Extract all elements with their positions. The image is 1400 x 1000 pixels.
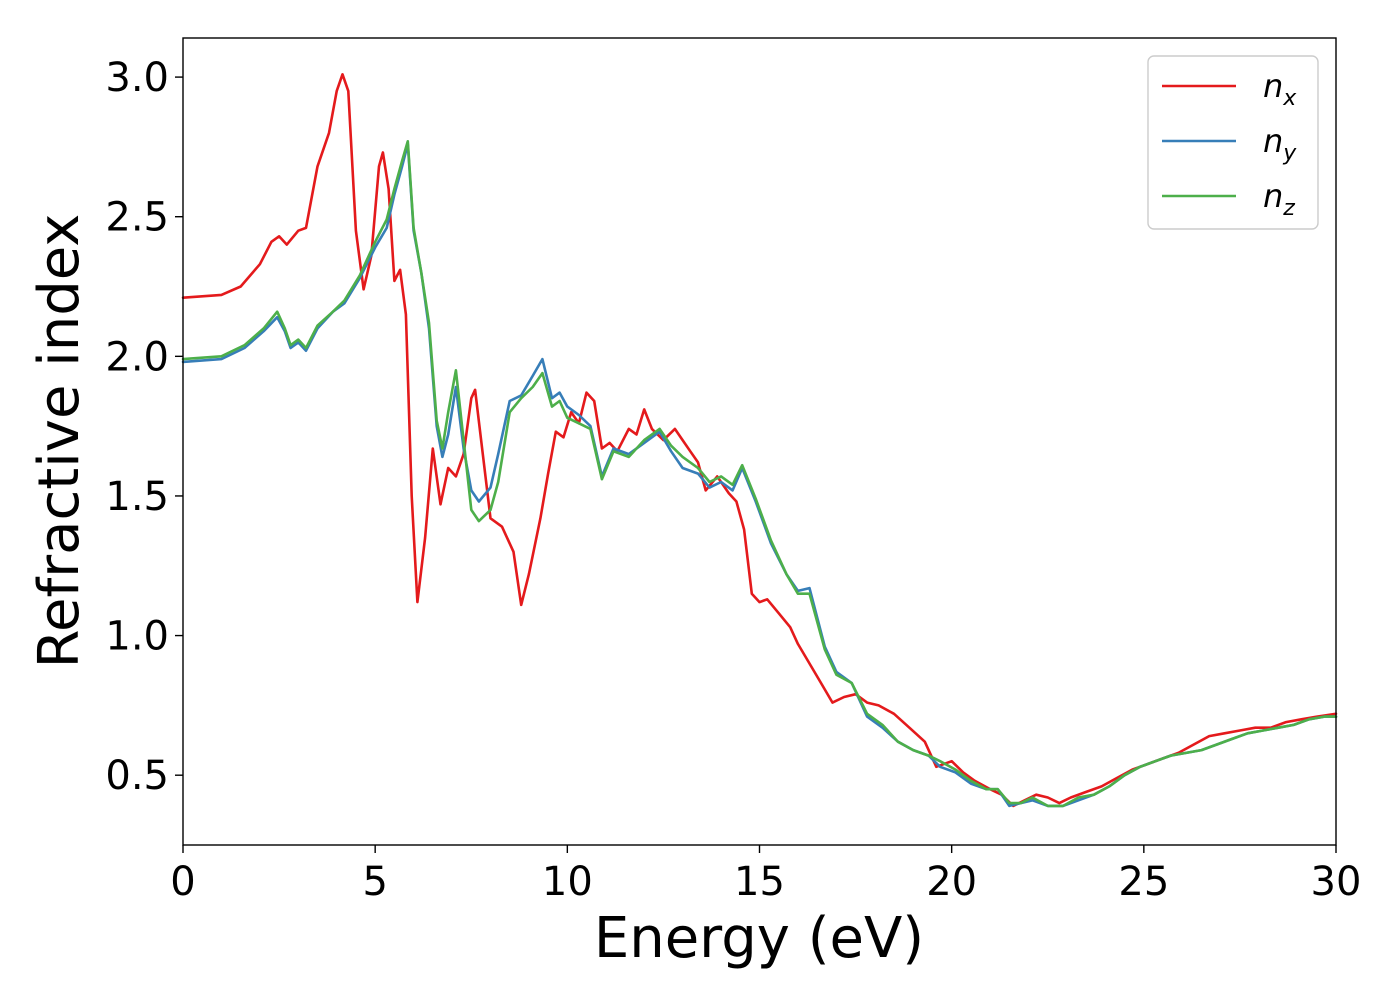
x-tick-label: 10	[542, 859, 593, 905]
x-tick-label: 0	[170, 859, 195, 905]
y-tick-label: 1.0	[105, 614, 169, 660]
y-tick-label: 0.5	[105, 753, 169, 799]
legend-label-ny: ny	[1263, 122, 1297, 166]
y-tick-label: 2.5	[105, 195, 169, 241]
x-axis-label: Energy (eV)	[594, 906, 924, 971]
x-axis-ticks: 0 5 10 15 20 25 30	[170, 845, 1361, 905]
legend-label-nx: nx	[1263, 67, 1297, 111]
legend-box	[1147, 55, 1319, 230]
legend: nx ny nz	[1147, 55, 1319, 230]
y-tick-label: 3.0	[105, 55, 169, 101]
legend-entries: nx ny nz	[1162, 67, 1297, 221]
legend-label-nz: nz	[1263, 177, 1295, 221]
x-tick-label: 15	[734, 859, 785, 905]
x-tick-label: 5	[362, 859, 387, 905]
y-axis-ticks: 0.5 1.0 1.5 2.0 2.5 3.0	[105, 55, 183, 799]
y-axis-label: Refractive index	[27, 214, 92, 669]
series-line-ny	[181, 142, 1338, 808]
series-line-nz	[181, 140, 1338, 808]
y-tick-label: 2.0	[105, 334, 169, 380]
x-tick-label: 20	[926, 859, 977, 905]
x-tick-label: 30	[1311, 859, 1362, 905]
y-tick-label: 1.5	[105, 474, 169, 520]
x-tick-label: 25	[1118, 859, 1169, 905]
plot-lines	[181, 73, 1338, 808]
